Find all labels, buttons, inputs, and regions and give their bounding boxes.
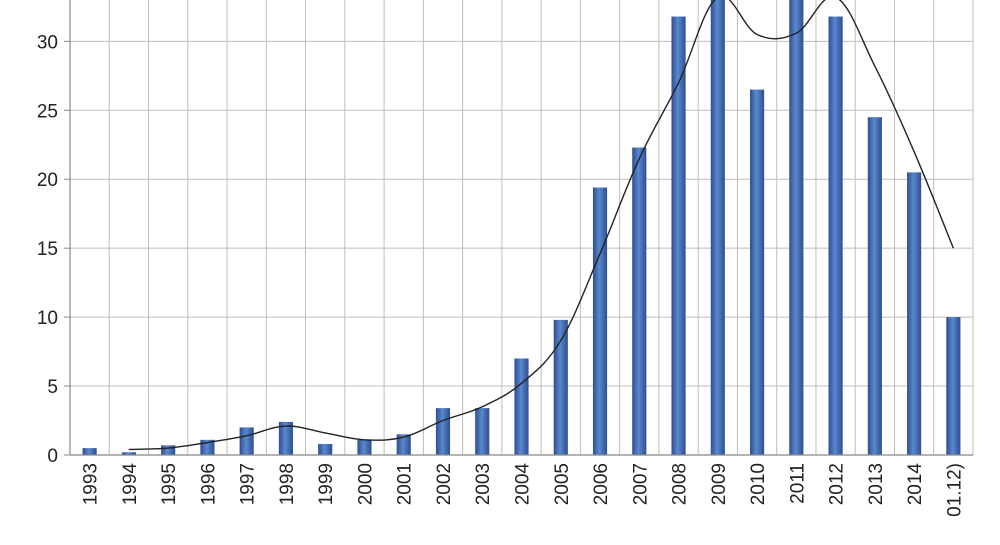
x-tick-label-2011: 2011: [787, 463, 808, 504]
bar-1994: [121, 452, 136, 455]
x-tick-label-1993: 1993: [81, 463, 102, 505]
x-tick-label-2013: 2013: [866, 463, 887, 505]
x-tick-label-1997: 1997: [238, 463, 259, 505]
y-tick-label: 5: [47, 377, 58, 398]
axes: [69, 0, 973, 456]
y-tick-labels: 0 5 10 15 20 25 30: [37, 32, 70, 467]
bar-2006: [592, 187, 608, 456]
bar-2004: [514, 358, 529, 455]
x-tick-label-2009: 2009: [709, 463, 730, 505]
bar-2013: [867, 117, 882, 456]
bar-2012: [828, 16, 843, 456]
bar-2003: [475, 408, 490, 455]
bar-2000: [357, 439, 372, 455]
x-tick-labels: 1993 1994 1995 1996 1997 1998 1999 2000 2001 2002…: [81, 463, 966, 517]
x-tick-label-2005: 2005: [552, 463, 573, 505]
bar-1993: [82, 448, 97, 455]
x-tick-label-2001: 2001: [395, 463, 416, 505]
gridlines: [69, 0, 974, 455]
bar-series: [82, 0, 961, 456]
bar-2007: [632, 147, 647, 455]
x-tick-label-01.12): 01.12): [944, 463, 965, 517]
bar-1999: [318, 443, 333, 455]
y-tick-label: 15: [37, 239, 58, 260]
x-tick-label-1998: 1998: [277, 463, 298, 505]
bar-1995: [161, 445, 176, 455]
bar-2011: [789, 0, 804, 455]
x-tick-label-1999: 1999: [316, 463, 337, 505]
x-tick-label-2007: 2007: [630, 463, 651, 505]
x-tick-label-2012: 2012: [827, 463, 848, 505]
x-tick-label-2002: 2002: [434, 463, 455, 505]
x-tick-label-2006: 2006: [591, 463, 612, 505]
x-tick-label-1994: 1994: [120, 463, 141, 506]
x-tick-label-2000: 2000: [355, 463, 376, 505]
bar-2008: [671, 16, 686, 456]
y-tick-label: 0: [47, 446, 58, 467]
bar-2001: [396, 434, 411, 455]
trend-line: [128, 0, 955, 451]
x-tick-label-2004: 2004: [513, 463, 534, 506]
bar-2005: [553, 319, 568, 455]
y-tick-label: 10: [37, 308, 58, 329]
x-tick-label-2014: 2014: [905, 463, 926, 506]
bar-2010: [749, 89, 765, 455]
bar-1997: [239, 427, 254, 455]
bar-01.12): [946, 317, 961, 455]
x-tick-label-1996: 1996: [198, 463, 219, 505]
trend-line-series: [128, 0, 955, 451]
y-tick-label: 25: [37, 101, 58, 122]
x-tick-label-2010: 2010: [748, 463, 769, 505]
y-tick-label: 30: [37, 32, 58, 53]
x-tick-label-1995: 1995: [159, 463, 180, 505]
bar-2002: [435, 408, 451, 455]
y-tick-label: 20: [37, 170, 58, 191]
bar-2009: [710, 0, 725, 455]
x-tick-label-2003: 2003: [473, 463, 494, 505]
x-tick-label-2008: 2008: [670, 463, 691, 505]
bar-1998: [278, 421, 294, 455]
bar-2014: [907, 172, 922, 455]
